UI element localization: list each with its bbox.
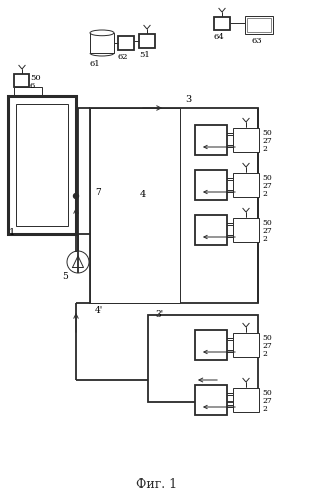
Bar <box>195 330 227 360</box>
Text: 27: 27 <box>262 342 272 350</box>
Text: 50: 50 <box>262 389 272 397</box>
Bar <box>245 16 273 34</box>
Text: 51: 51 <box>139 51 150 59</box>
Bar <box>148 315 258 402</box>
Text: 62: 62 <box>118 53 129 61</box>
Text: 27: 27 <box>262 397 272 405</box>
Text: 7: 7 <box>95 188 101 197</box>
Bar <box>233 333 259 357</box>
Ellipse shape <box>90 30 114 36</box>
Text: 2: 2 <box>262 190 267 198</box>
Text: 27: 27 <box>262 182 272 190</box>
Text: 2: 2 <box>262 405 267 413</box>
Bar <box>90 108 258 303</box>
Bar <box>139 34 155 48</box>
Text: 50: 50 <box>262 129 272 137</box>
Text: 3': 3' <box>155 310 163 319</box>
Text: 27: 27 <box>262 137 272 145</box>
Bar <box>118 36 134 50</box>
Text: 50: 50 <box>262 219 272 227</box>
Bar <box>214 17 230 30</box>
Text: 50: 50 <box>262 174 272 182</box>
Bar <box>247 18 271 32</box>
Text: 2: 2 <box>262 235 267 243</box>
Text: 5: 5 <box>62 272 68 281</box>
Bar <box>14 74 29 87</box>
Text: 1: 1 <box>9 228 15 237</box>
Text: Фиг. 1: Фиг. 1 <box>136 478 178 491</box>
Text: 2: 2 <box>262 145 267 153</box>
Bar <box>233 388 259 412</box>
Text: 2: 2 <box>262 350 267 358</box>
Bar <box>233 173 259 197</box>
Bar <box>195 170 227 200</box>
Text: 61: 61 <box>90 60 100 68</box>
Text: 50: 50 <box>262 334 272 342</box>
Bar <box>233 128 259 152</box>
Text: 6: 6 <box>30 82 35 90</box>
Circle shape <box>73 194 78 198</box>
Text: 3: 3 <box>185 95 191 104</box>
Bar <box>90 108 180 303</box>
Text: 4: 4 <box>140 190 146 199</box>
Text: 50: 50 <box>30 74 41 82</box>
Bar <box>195 385 227 415</box>
Text: 64: 64 <box>213 33 224 41</box>
Text: 63: 63 <box>252 37 263 45</box>
Bar <box>14 87 42 96</box>
Bar <box>8 96 76 234</box>
Bar <box>16 104 68 226</box>
Text: 4': 4' <box>95 306 103 315</box>
Bar <box>233 218 259 242</box>
Bar <box>90 33 114 53</box>
Text: 27: 27 <box>262 227 272 235</box>
Bar <box>195 125 227 155</box>
Bar <box>195 215 227 245</box>
